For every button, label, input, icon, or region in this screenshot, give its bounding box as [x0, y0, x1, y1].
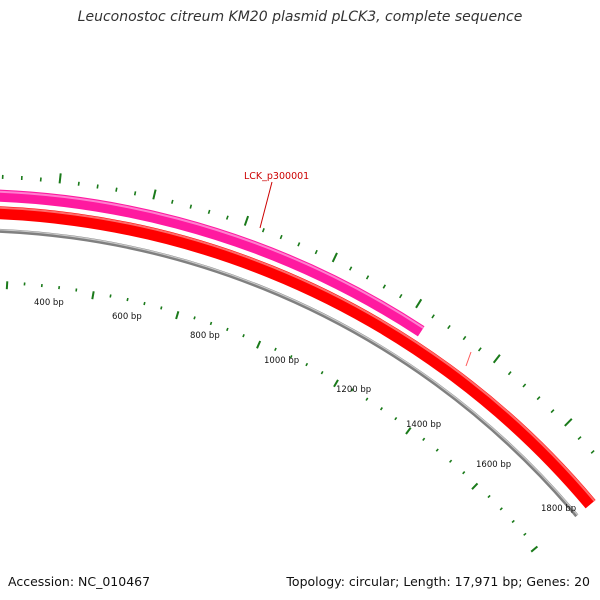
inner-tick	[320, 371, 324, 375]
outer-tick	[207, 209, 211, 215]
outer-tick	[431, 314, 435, 319]
outer-tick	[507, 371, 512, 376]
outer-tick	[415, 298, 423, 309]
inner-tick	[487, 494, 491, 499]
inner-tick	[499, 507, 503, 511]
inner-tick	[91, 291, 95, 300]
inner-tick	[305, 362, 309, 367]
inner-tick	[422, 437, 426, 441]
inner-tick	[256, 340, 262, 349]
outer-tick-marks	[1, 173, 595, 454]
outer-tick	[365, 275, 370, 280]
outer-tick	[399, 293, 403, 299]
outer-tick	[477, 347, 482, 352]
tick-label-1600: 1600 bp	[476, 460, 511, 470]
inner-tick	[126, 297, 129, 302]
outer-tick	[133, 191, 137, 196]
outer-tick	[115, 187, 118, 192]
inner-tick	[350, 388, 354, 392]
plasmid-backbone-highlight	[0, 229, 579, 516]
outer-tick	[243, 215, 250, 226]
outer-tick	[522, 383, 527, 388]
map-title: Leuconostoc citreum KM20 plasmid pLCK3, …	[77, 9, 523, 25]
accession-text: Accession: NC_010467	[8, 574, 151, 589]
inner-tick	[511, 519, 515, 524]
inner-tick	[462, 471, 466, 475]
inner-tick	[405, 427, 412, 435]
outer-tick	[225, 215, 229, 220]
outer-tick	[331, 252, 338, 263]
inner-tick	[5, 281, 9, 290]
tick-label-1400: 1400 bp	[406, 420, 441, 430]
outer-tick	[297, 242, 301, 247]
reverse-strand-gene[interactable]	[0, 206, 596, 509]
outer-tick	[447, 324, 451, 330]
inner-tick	[523, 532, 527, 536]
inner-tick	[143, 301, 146, 306]
outer-tick	[171, 199, 174, 204]
outer-tick	[348, 266, 353, 271]
inner-tick-marks	[5, 281, 539, 553]
outer-tick	[462, 335, 467, 341]
inner-tick	[209, 321, 213, 326]
outer-tick	[590, 450, 595, 454]
gene-lck-p300001-highlight	[0, 190, 424, 329]
outer-tick	[577, 436, 582, 440]
inner-tick	[242, 334, 245, 338]
tick-label-800: 800 bp	[190, 331, 220, 341]
inner-tick	[289, 355, 293, 359]
inner-tick	[193, 316, 196, 320]
outer-tick	[189, 204, 193, 209]
outer-tick	[382, 284, 386, 289]
inner-tick	[365, 397, 369, 401]
inner-tick	[109, 294, 112, 298]
inner-tick	[435, 448, 439, 452]
outer-tick	[261, 228, 265, 233]
outer-tick	[564, 418, 573, 427]
inner-tick	[274, 347, 277, 352]
outer-tick	[77, 181, 80, 186]
outer-tick	[492, 354, 501, 364]
tick-label-400: 400 bp	[34, 298, 64, 308]
outer-tick	[536, 396, 541, 401]
gene-lck-p300001[interactable]	[0, 189, 425, 337]
outer-tick	[550, 409, 555, 414]
inner-tick	[175, 311, 180, 320]
inner-tick	[448, 459, 453, 463]
tick-label-600: 600 bp	[112, 312, 142, 322]
outer-tick	[279, 234, 283, 240]
inner-tick	[379, 407, 383, 411]
gene-label-leader	[259, 181, 273, 229]
inner-tick	[394, 416, 398, 421]
tick-label-1000: 1000 bp	[264, 356, 299, 366]
outer-tick	[152, 189, 157, 200]
inner-tick	[471, 482, 479, 490]
tick-label-1800: 1800 bp	[541, 504, 576, 514]
outer-tick	[58, 173, 62, 184]
outer-tick	[314, 249, 318, 255]
inner-tick	[530, 545, 539, 553]
tick-label-1200: 1200 bp	[336, 385, 371, 395]
gene-label-lck-p300001[interactable]: LCK_p300001	[244, 171, 309, 182]
outer-tick	[96, 184, 99, 189]
plasmid-backbone	[0, 228, 579, 518]
topology-summary: Topology: circular; Length: 17,971 bp; G…	[286, 574, 590, 589]
gene-boundary-marker	[465, 351, 472, 367]
reverse-strand-gene-highlight	[0, 206, 596, 502]
inner-tick	[333, 379, 339, 388]
inner-tick	[226, 327, 229, 332]
inner-tick	[160, 306, 163, 310]
